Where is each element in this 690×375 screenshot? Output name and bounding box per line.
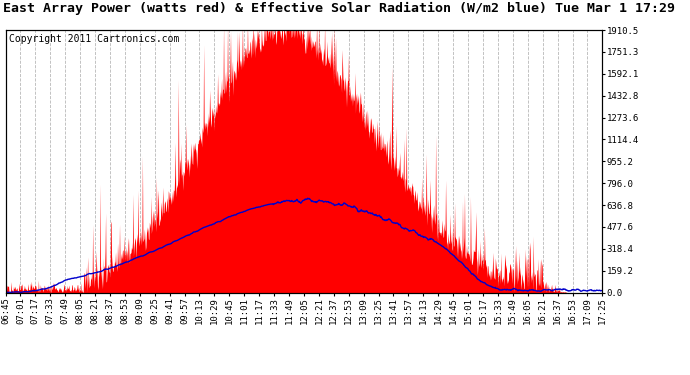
Text: East Array Power (watts red) & Effective Solar Radiation (W/m2 blue) Tue Mar 1 1: East Array Power (watts red) & Effective… [3,2,676,15]
Text: Copyright 2011 Cartronics.com: Copyright 2011 Cartronics.com [8,34,179,44]
